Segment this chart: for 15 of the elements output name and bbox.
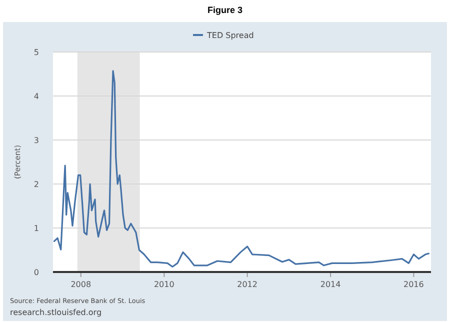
line-series — [53, 70, 430, 268]
x-tick-label: 2010 — [154, 280, 174, 289]
x-tick-label: 2008 — [70, 280, 92, 289]
chart-title: Figure 3 — [207, 5, 243, 15]
y-tick-label: 3 — [34, 136, 39, 145]
x-tick-label: 2016 — [404, 280, 424, 289]
legend-label: TED Spread — [206, 31, 254, 40]
y-tick-label: 4 — [34, 92, 39, 101]
text: research.stlouisfed.org — [10, 308, 102, 317]
y-tick-label: 1 — [34, 224, 39, 233]
y-tick-label: 5 — [34, 48, 39, 57]
x-tick-label: 2012 — [237, 280, 258, 289]
y-tick-label: 2 — [34, 180, 39, 189]
y-tick-label: 0 — [34, 268, 39, 277]
x-tick-label: 2014 — [320, 280, 341, 289]
